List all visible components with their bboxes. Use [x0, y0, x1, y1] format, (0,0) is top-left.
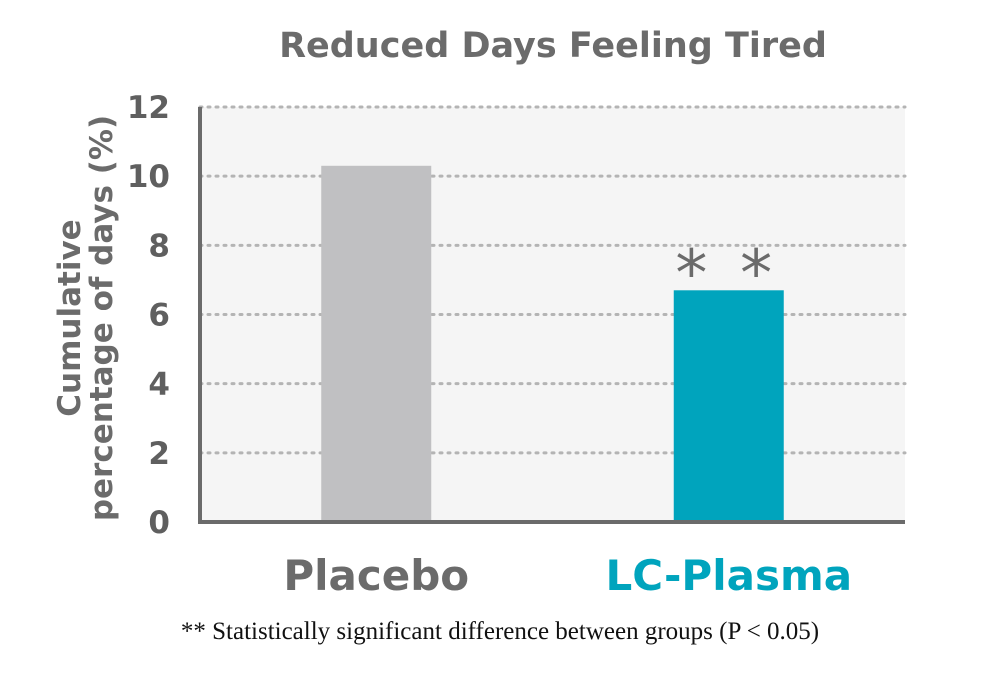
y-axis-label-line-2: percentage of days (%): [84, 115, 120, 521]
y-tick-label: 8: [148, 228, 170, 264]
y-axis-label: Cumulative percentage of days (%): [52, 115, 120, 521]
bars: [321, 165, 784, 522]
bar-placebo: [321, 165, 432, 522]
x-category-labels: Placebo LC-Plasma: [283, 551, 852, 600]
y-tick-label: 10: [127, 159, 170, 195]
y-tick-label: 4: [148, 367, 170, 403]
y-axis-label-line-1: Cumulative: [52, 219, 88, 416]
gridlines: [198, 105, 907, 455]
axes: [198, 107, 905, 524]
category-label: Placebo: [283, 551, 469, 600]
chart-title: Reduced Days Feeling Tired: [279, 26, 827, 66]
y-tick-label: 2: [148, 436, 170, 472]
y-tick-label: 12: [127, 90, 170, 126]
y-tick-label: 0: [148, 505, 170, 541]
category-label: LC-Plasma: [605, 551, 852, 600]
significance-marker: * *: [675, 237, 782, 311]
y-tick-labels: 0 2 4 6 8 10 12: [127, 90, 170, 541]
significance-footnote: ** Statistically significant difference …: [180, 618, 820, 645]
bar-lc-plasma: [673, 290, 784, 522]
y-tick-label: 6: [148, 298, 170, 334]
significance-annotations: * *: [675, 237, 782, 311]
